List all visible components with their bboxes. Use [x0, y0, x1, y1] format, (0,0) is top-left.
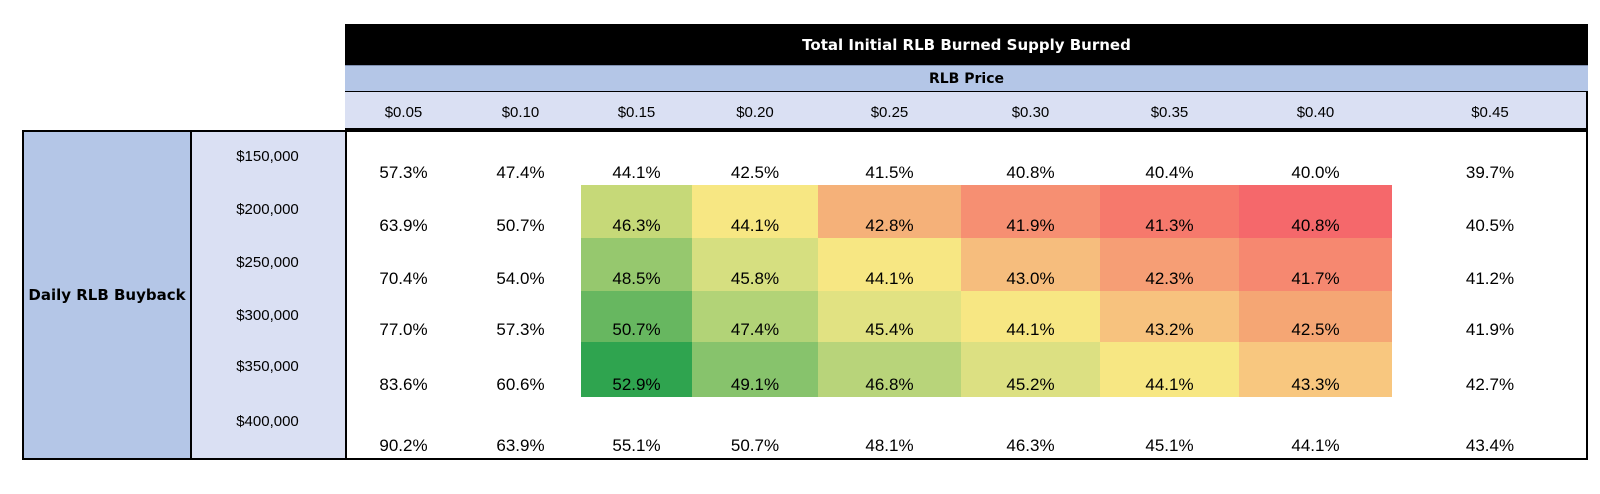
heatmap-cell: 46.3%: [1006, 436, 1055, 455]
heatmap-cell: 40.8%: [1239, 185, 1392, 238]
price-column-header: $0.10: [501, 104, 540, 121]
heatmap-cell: 47.4%: [496, 163, 545, 182]
heatmap-cell: 55.1%: [612, 436, 661, 455]
heatmap-cell: 46.3%: [581, 185, 692, 238]
heatmap-cell: 48.5%: [581, 238, 692, 291]
heatmap-cell: 41.7%: [1239, 238, 1392, 291]
heatmap-cell: 70.4%: [379, 269, 428, 288]
price-column-header: $0.35: [1150, 104, 1189, 121]
heatmap-cell: 45.4%: [818, 291, 961, 342]
heatmap-grid: 57.3% 47.4% 44.1% 42.5% 41.5% 40.8% 40.4% 40.0%…: [347, 130, 1588, 460]
price-column-header: $0.30: [1011, 104, 1050, 121]
grid-divider: [345, 130, 347, 460]
buyback-row-label: $150,000: [236, 148, 299, 165]
heatmap-cell: 50.7%: [581, 291, 692, 342]
column-group-label: RLB Price: [345, 65, 1588, 92]
heatmap-cell: 52.9%: [581, 342, 692, 397]
heatmap-cell: 41.9%: [1465, 320, 1515, 339]
heatmap-cell: 41.9%: [961, 185, 1100, 238]
buyback-labels-column: $150,000 $200,000 $250,000 $300,000 $350,000…: [192, 130, 347, 460]
heatmap-cell: 45.1%: [1145, 436, 1194, 455]
heatmap-cell: 44.1%: [1100, 342, 1239, 397]
heatmap-cell: 49.1%: [692, 342, 818, 397]
price-column-header: $0.15: [617, 104, 656, 121]
heatmap-cell: 40.4%: [1145, 163, 1194, 182]
heatmap-cell: 57.3%: [379, 163, 428, 182]
heatmap-cell: 43.4%: [1465, 436, 1515, 455]
heatmap-cell: 50.7%: [730, 436, 780, 455]
heatmap-cell: 40.5%: [1465, 216, 1515, 235]
price-column-header: $0.25: [870, 104, 909, 121]
buyback-row-label: $400,000: [236, 413, 299, 430]
heatmap-cell: 47.4%: [692, 291, 818, 342]
heatmap-cell: 46.8%: [818, 342, 961, 397]
heatmap-cell: 41.2%: [1465, 269, 1515, 288]
heatmap-cell: 44.1%: [692, 185, 818, 238]
heatmap-cell: 42.7%: [1465, 375, 1515, 394]
heatmap-cell: 40.8%: [1006, 163, 1055, 182]
heatmap-cell: 44.1%: [818, 238, 961, 291]
table-title: Total Initial RLB Burned Supply Burned: [345, 24, 1588, 65]
price-header-row: $0.05 $0.10 $0.15 $0.20 $0.25 $0.30 $0.35 $0.40…: [345, 92, 1588, 130]
heatmap-cell: 42.5%: [730, 163, 780, 182]
heatmap-cell: 42.5%: [1239, 291, 1392, 342]
heatmap-cell: 43.2%: [1100, 291, 1239, 342]
heatmap-cell: 41.3%: [1100, 185, 1239, 238]
price-column-header: $0.05: [384, 104, 423, 121]
heatmap-cell: 42.3%: [1100, 238, 1239, 291]
heatmap-cell: 50.7%: [496, 216, 545, 235]
heatmap-cell: 77.0%: [379, 320, 428, 339]
heatmap-cell: 60.6%: [496, 375, 545, 394]
buyback-row-label: $200,000: [236, 201, 299, 218]
price-column-header: $0.20: [736, 104, 774, 121]
heatmap-cell: 41.5%: [865, 163, 914, 182]
price-column-header: $0.45: [1471, 104, 1509, 121]
heatmap-cell: 90.2%: [379, 436, 428, 455]
heatmap-cell: 42.8%: [818, 185, 961, 238]
heatmap-cell: 44.1%: [612, 163, 661, 182]
buyback-row-label: $350,000: [236, 358, 299, 375]
heatmap-cell: 63.9%: [496, 436, 545, 455]
heatmap-cell: 45.8%: [692, 238, 818, 291]
buyback-row-label: $300,000: [236, 307, 299, 324]
heatmap-cell: 57.3%: [496, 320, 545, 339]
price-column-header: $0.40: [1296, 104, 1335, 121]
heatmap-cell: 43.3%: [1239, 342, 1392, 397]
heatmap-cell: 63.9%: [379, 216, 428, 235]
heatmap-cell: 43.0%: [961, 238, 1100, 291]
heatmap-cell: 44.1%: [961, 291, 1100, 342]
heatmap-cell: 40.0%: [1291, 163, 1340, 182]
row-group-label: Daily RLB Buyback: [22, 130, 192, 460]
heatmap-cell: 54.0%: [496, 269, 545, 288]
heatmap-cell: 83.6%: [379, 375, 428, 394]
heatmap-cell: 48.1%: [865, 436, 914, 455]
heatmap-cell: 39.7%: [1465, 163, 1515, 182]
heatmap-cell: 44.1%: [1291, 436, 1340, 455]
heatmap-cell: 45.2%: [961, 342, 1100, 397]
buyback-row-label: $250,000: [236, 254, 299, 271]
